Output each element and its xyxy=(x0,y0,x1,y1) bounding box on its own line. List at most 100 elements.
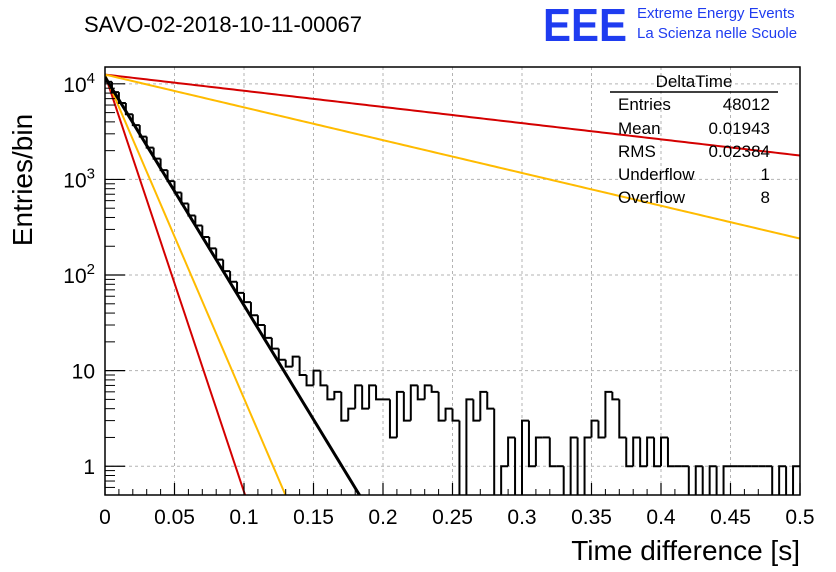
histogram xyxy=(105,80,800,495)
histogram-bin xyxy=(131,114,140,127)
x-tick-label: 0.25 xyxy=(432,506,473,529)
stats-title: DeltaTime xyxy=(656,72,733,91)
histogram-bin xyxy=(243,292,251,304)
histogram-bin xyxy=(166,170,175,183)
x-tick-label: 0 xyxy=(99,506,111,529)
histogram-bin xyxy=(229,271,238,283)
histogram-bin xyxy=(124,103,133,116)
histogram-bin xyxy=(409,384,418,421)
histogram-bin xyxy=(375,385,383,401)
x-tick-label: 0.2 xyxy=(368,506,397,529)
histogram-bin xyxy=(451,408,460,422)
stats-label-overflow: Overflow xyxy=(618,188,686,207)
histogram-bin xyxy=(583,436,592,495)
histogram-bin xyxy=(117,92,126,105)
histogram-bin xyxy=(319,370,328,387)
histogram-bin xyxy=(465,398,474,495)
histogram-bin xyxy=(423,384,432,400)
histogram-bin xyxy=(208,236,217,250)
stats-box: DeltaTime Entries 48012 Mean 0.01943 RMS… xyxy=(610,72,778,207)
histogram-bin xyxy=(500,465,509,495)
stats-value-mean: 0.01943 xyxy=(709,119,770,138)
histogram-bin xyxy=(611,391,620,401)
histogram-bin xyxy=(687,466,690,495)
histogram-bin xyxy=(569,436,578,495)
histogram-bin xyxy=(159,158,168,172)
chart-title: SAVO-02-2018-10-11-00067 xyxy=(84,12,362,37)
histogram-bin xyxy=(701,466,704,495)
histogram-bin xyxy=(354,384,363,409)
histogram-bin xyxy=(778,465,787,495)
histogram-bin xyxy=(479,390,488,421)
x-tick-label: 0.1 xyxy=(229,506,258,529)
logo-line-2: La Scienza nelle Scuole xyxy=(637,25,797,42)
histogram-bin xyxy=(284,359,293,368)
histogram-bin xyxy=(298,356,307,376)
y-tick-label: 1 xyxy=(83,456,95,479)
histogram-bin xyxy=(305,375,314,387)
histogram-bin xyxy=(256,315,265,327)
x-axis-label: Time difference [s] xyxy=(571,535,800,566)
histogram-bin xyxy=(110,81,119,94)
histogram-bin xyxy=(660,436,668,467)
histogram-bin xyxy=(347,407,356,421)
histogram-bin xyxy=(694,465,703,495)
histogram-bin xyxy=(437,391,446,422)
histogram-bin xyxy=(666,437,675,468)
histogram-bin xyxy=(562,466,565,495)
histogram-bin xyxy=(722,465,731,495)
x-tick-label: 0.5 xyxy=(785,506,814,529)
histogram-bin xyxy=(201,225,210,238)
histogram-bin xyxy=(708,465,717,495)
histogram-bin xyxy=(277,348,286,361)
histogram-bin xyxy=(604,390,613,438)
histogram-bin xyxy=(646,436,655,467)
fit-line xyxy=(105,76,362,495)
stats-value-entries: 48012 xyxy=(723,95,770,114)
stats-value-underflow: 1 xyxy=(761,165,770,184)
histogram-bin xyxy=(395,390,404,438)
histogram-bin xyxy=(402,391,411,422)
histogram-bin xyxy=(340,391,349,422)
histogram-bin xyxy=(368,384,377,409)
reference-line xyxy=(105,74,287,495)
x-tick-label: 0.3 xyxy=(507,506,536,529)
histogram-bin xyxy=(291,355,300,367)
reference-line xyxy=(105,74,247,495)
histogram-bin xyxy=(222,259,231,273)
histogram-bin xyxy=(270,337,279,350)
histogram-bin xyxy=(639,437,648,468)
histogram-bin xyxy=(430,385,439,393)
logo-line-1: Extreme Energy Events xyxy=(637,5,795,22)
stats-value-overflow: 8 xyxy=(761,188,770,207)
histogram-bin xyxy=(472,399,481,422)
stats-label-rms: RMS xyxy=(618,142,656,161)
plot-frame xyxy=(104,66,801,496)
histogram-bin xyxy=(249,302,258,317)
axis-ticks xyxy=(104,83,801,496)
histogram-bin xyxy=(785,466,788,495)
histogram-bin xyxy=(263,325,272,339)
y-tick-label: 104 xyxy=(63,70,95,97)
y-tick-label: 10 xyxy=(72,361,95,384)
histogram-bin xyxy=(771,466,774,495)
histogram-bin xyxy=(625,437,634,468)
histogram-bin xyxy=(361,385,370,410)
histogram-bin xyxy=(173,181,182,194)
histogram-bin xyxy=(180,192,189,205)
stats-label-mean: Mean xyxy=(618,119,661,138)
curves xyxy=(105,73,800,495)
histogram-bin xyxy=(138,125,147,138)
histogram-bin xyxy=(548,437,557,468)
histogram-bin xyxy=(715,466,718,495)
histogram-bin xyxy=(590,419,599,438)
histogram-bin xyxy=(187,203,196,217)
eee-logo: EEE xyxy=(543,0,627,51)
histogram-bin xyxy=(458,420,461,495)
y-tick-label: 102 xyxy=(63,261,95,288)
histogram-bin xyxy=(632,436,641,467)
x-tick-label: 0.45 xyxy=(710,506,751,529)
stats-label-entries: Entries xyxy=(618,95,671,114)
histogram-bin xyxy=(416,385,425,401)
histogram-bin xyxy=(326,385,335,401)
